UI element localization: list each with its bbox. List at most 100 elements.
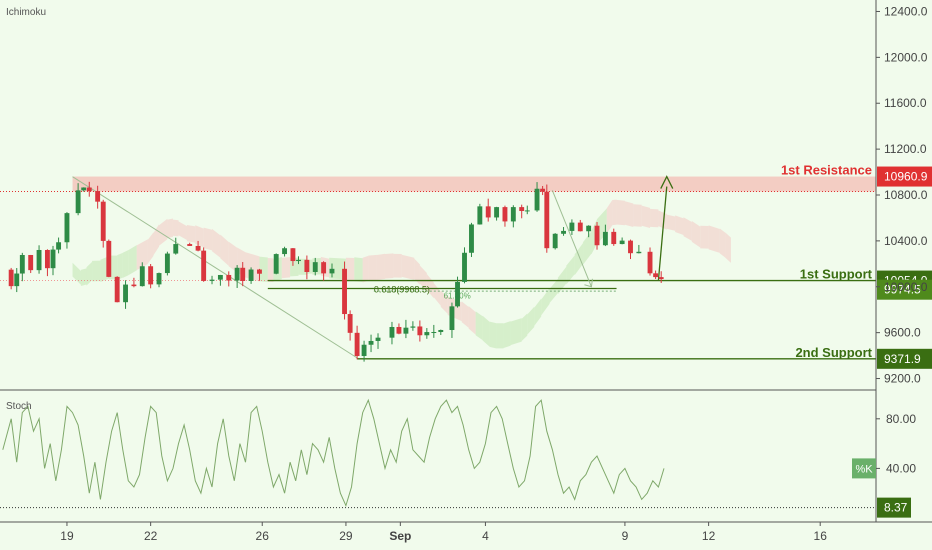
- cloud-segment: [461, 301, 469, 328]
- candle-body: [449, 306, 455, 330]
- price-tick-label: 10400.0: [884, 234, 928, 248]
- candle-body: [201, 250, 207, 281]
- cloud-segment: [86, 261, 93, 286]
- lower-indicator-label[interactable]: Stoch: [6, 401, 32, 412]
- price-tick-label: 12000.0: [884, 50, 928, 64]
- cloud-segment: [419, 265, 427, 292]
- cloud-segment: [290, 257, 299, 277]
- candle-body: [636, 251, 642, 254]
- candle-body: [552, 233, 558, 249]
- time-axis[interactable]: 19 22 26 29 Sep 4 9 12 16: [60, 522, 827, 543]
- candle-body: [347, 314, 353, 333]
- candle-body: [81, 187, 87, 191]
- candle-body: [14, 273, 20, 287]
- candle-body: [524, 210, 530, 212]
- candle-body: [56, 242, 62, 250]
- stoch-panel: 40.00 80.00 %K 8.37: [0, 398, 916, 518]
- cloud-segment: [368, 254, 377, 281]
- cloud-segment: [136, 239, 148, 271]
- cloud-segment: [186, 224, 196, 243]
- cloud-segment: [393, 253, 402, 278]
- candle-body: [75, 190, 81, 214]
- candle-body: [44, 249, 50, 269]
- cloud-segment: [583, 231, 592, 265]
- cloud-segment: [527, 306, 535, 335]
- level-value-label: 9974.5: [884, 283, 921, 297]
- candle-body: [296, 259, 301, 262]
- cloud-segment: [92, 260, 101, 282]
- cloud-segment: [633, 204, 642, 227]
- stoch-tick-label: 40.00: [886, 461, 916, 475]
- candle-body: [114, 276, 120, 303]
- cloud-segment: [566, 255, 575, 285]
- candle-body: [485, 206, 491, 218]
- stoch-k-line: [2, 398, 665, 508]
- time-tick-label: 22: [144, 529, 158, 543]
- cloud-segment: [122, 250, 129, 278]
- candle-body: [396, 326, 402, 334]
- price-axis[interactable]: 9200.0 9600.0 10000.0 10400.0 10800.0 11200.0…: [876, 4, 928, 386]
- candle-body: [217, 274, 223, 280]
- candle-body: [375, 337, 381, 341]
- cloud-segment: [489, 321, 497, 349]
- cloud-segment: [641, 205, 651, 228]
- level-value-box: [877, 279, 932, 300]
- candle-body: [312, 262, 318, 272]
- candle-body: [462, 252, 467, 282]
- cloud-segment: [675, 215, 684, 236]
- cloud-segment: [203, 227, 213, 251]
- cloud-segment: [468, 306, 476, 335]
- candle-body: [164, 253, 170, 274]
- candle-body: [195, 245, 201, 251]
- price-tick-label: 9200.0: [884, 372, 921, 386]
- cloud-segment: [153, 224, 160, 256]
- candle-body: [544, 191, 550, 249]
- cloud-segment: [666, 214, 676, 231]
- candle-body: [438, 329, 444, 333]
- candle-body: [577, 222, 583, 232]
- time-tick-label: 16: [814, 529, 828, 543]
- cloud-segment: [267, 257, 274, 282]
- price-tick-label: 10000.0: [884, 280, 928, 294]
- cloud-segment: [683, 217, 692, 241]
- candle-body: [519, 207, 525, 212]
- cloud-segment: [534, 298, 542, 326]
- cloud-segment: [80, 268, 87, 286]
- time-tick-label: 4: [482, 529, 489, 543]
- candle-body: [647, 251, 653, 274]
- candle-body: [173, 244, 179, 254]
- candle-body: [282, 248, 288, 255]
- cloud-segment: [117, 252, 123, 280]
- cloud-segment: [72, 262, 81, 285]
- level-value-box: [877, 166, 932, 187]
- decline-arrow-head: [584, 278, 593, 288]
- candle-body: [502, 207, 508, 222]
- cloud-segment: [414, 258, 420, 285]
- price-tick-label: 11600.0: [884, 96, 927, 110]
- cloud-segment: [167, 218, 173, 239]
- candle-body: [95, 191, 101, 202]
- price-tick-label: 11200.0: [884, 142, 927, 156]
- candle-body: [273, 254, 279, 274]
- cloud-segment: [178, 221, 187, 240]
- candle-body: [187, 244, 193, 246]
- stoch-tick-label: 80.00: [886, 412, 916, 426]
- price-tick-label: 9600.0: [884, 326, 921, 340]
- candles: [8, 181, 664, 362]
- cloud-segment: [329, 257, 346, 280]
- cloud-segment: [650, 208, 659, 228]
- cloud-segment: [496, 323, 504, 349]
- candle-body: [342, 268, 347, 315]
- cloud-segment: [281, 257, 291, 279]
- cloud-segment: [220, 234, 229, 266]
- candle-body: [628, 240, 633, 254]
- stoch-series-badge: [852, 458, 876, 479]
- candle-body: [431, 332, 437, 334]
- stoch-series-label: %K: [855, 463, 873, 475]
- cloud-segment: [147, 232, 154, 264]
- main-indicator-label[interactable]: Ichimoku: [6, 7, 46, 18]
- candle-body: [36, 249, 42, 271]
- cloud-segment: [440, 290, 448, 314]
